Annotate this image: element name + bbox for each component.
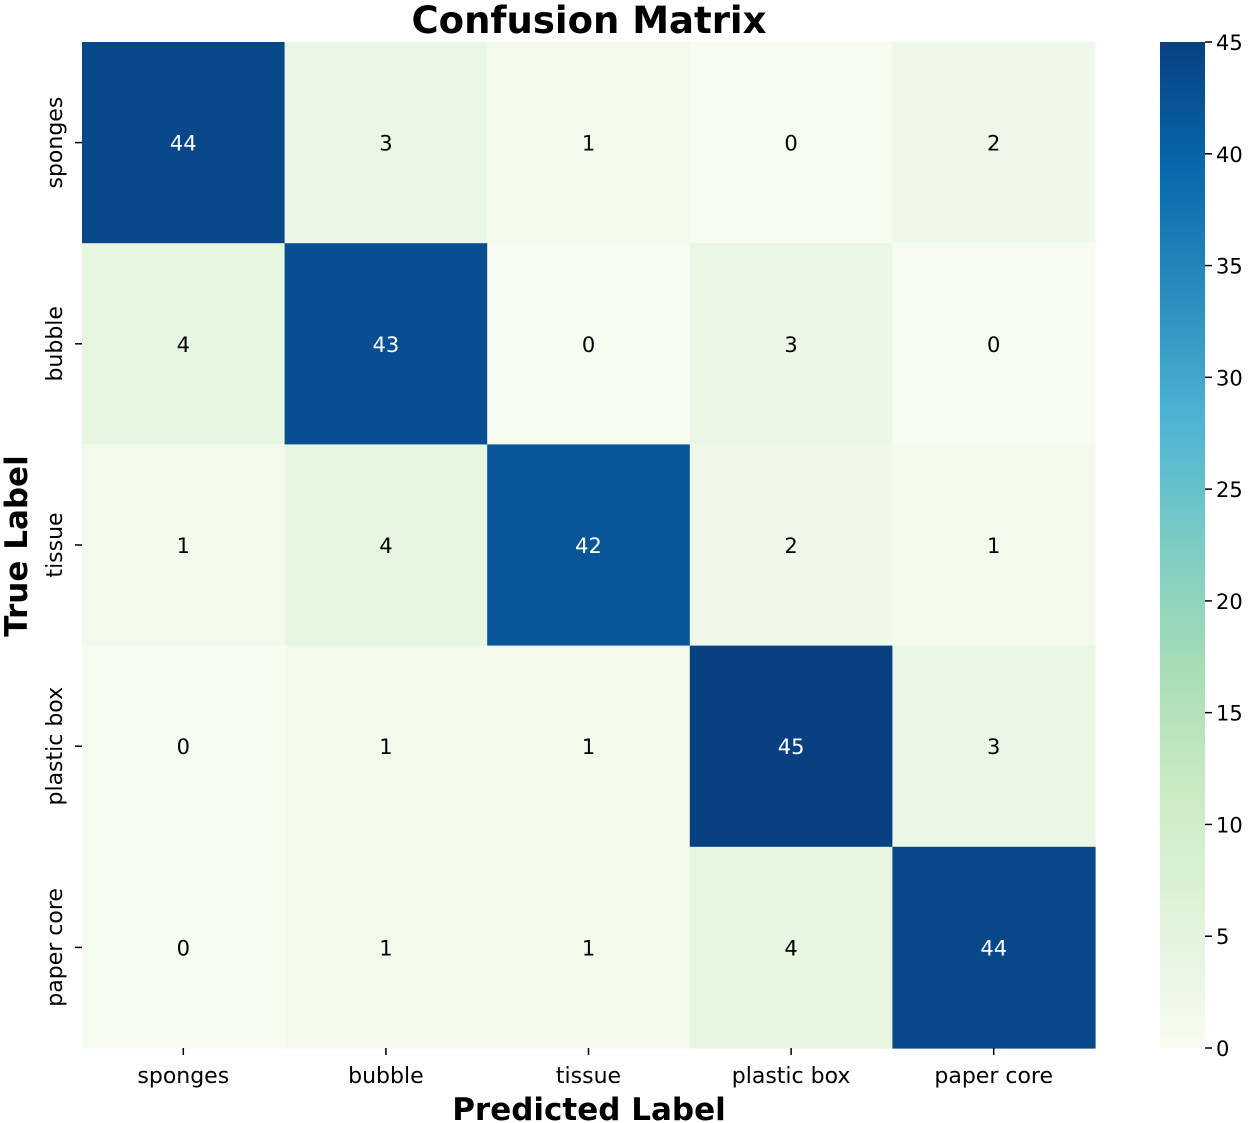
cell-value-label: 42: [575, 534, 602, 558]
heatmap-cell: [487, 444, 691, 647]
y-tick-label: paper core: [43, 888, 68, 1007]
heatmap-cell: [689, 846, 893, 1049]
heatmap-cell: [82, 645, 286, 848]
cell-value-label: 4: [177, 333, 190, 357]
y-axis-ticks: sponges bubble tissue plastic box paper core: [43, 97, 82, 1007]
x-tick-label: sponges: [137, 1064, 229, 1089]
x-tick-label: plastic box: [732, 1064, 851, 1089]
cell-value-label: 45: [778, 735, 805, 759]
colorbar-tick-label: 5: [1216, 925, 1229, 949]
heatmap-cell: [82, 846, 286, 1049]
heatmap-cell: [487, 645, 691, 848]
cell-value-label: 0: [582, 333, 595, 357]
heatmap-cell: [892, 42, 1096, 244]
cell-value-label: 1: [379, 936, 392, 960]
chart-title: Confusion Matrix: [412, 0, 767, 42]
heatmap-cell: [82, 243, 286, 445]
heatmap-cell-labels: 44 3 1 0 24 43 0 3 01 4 42 2 10 1 1 45 30 1 1 4 44: [170, 132, 1007, 961]
y-tick-label: plastic box: [43, 687, 68, 806]
heatmap-cell: [284, 243, 488, 445]
heatmap-cell: [487, 243, 691, 445]
cell-value-label: 44: [980, 936, 1007, 960]
cell-value-label: 0: [784, 132, 797, 156]
cell-value-label: 1: [582, 735, 595, 759]
heatmap-cells: [82, 42, 1096, 1049]
colorbar-tick-label: 30: [1216, 366, 1243, 390]
x-axis-ticks: sponges bubble tissue plastic box paper core: [137, 1048, 1053, 1089]
heatmap-cell: [82, 42, 286, 244]
colorbar: [1160, 42, 1205, 1048]
colorbar-ticks: 0 5 10 15 20 25 30 35 40 45: [1205, 31, 1243, 1061]
heatmap-cell: [284, 42, 488, 244]
y-tick-label: bubble: [43, 306, 68, 382]
colorbar-tick-label: 10: [1216, 813, 1243, 837]
cell-value-label: 1: [987, 534, 1000, 558]
colorbar-tick-label: 0: [1216, 1037, 1229, 1061]
cell-value-label: 4: [784, 936, 797, 960]
heatmap-cell: [284, 846, 488, 1049]
colorbar-tick-label: 25: [1216, 478, 1243, 502]
colorbar-tick-label: 45: [1216, 31, 1243, 55]
heatmap-cell: [689, 645, 893, 848]
cell-value-label: 0: [987, 333, 1000, 357]
cell-value-label: 3: [784, 333, 797, 357]
x-tick-label: paper core: [934, 1064, 1053, 1089]
cell-value-label: 3: [379, 132, 392, 156]
cell-value-label: 1: [582, 936, 595, 960]
cell-value-label: 0: [177, 735, 190, 759]
heatmap-cell: [892, 846, 1096, 1049]
colorbar-tick-label: 35: [1216, 255, 1243, 279]
cell-value-label: 1: [379, 735, 392, 759]
colorbar-tick-label: 20: [1216, 590, 1243, 614]
y-tick-label: tissue: [43, 512, 68, 577]
heatmap-cell: [892, 645, 1096, 848]
colorbar-tick-label: 40: [1216, 143, 1243, 167]
x-axis-title: Predicted Label: [452, 1092, 726, 1123]
heatmap-cell: [487, 846, 691, 1049]
heatmap-cell: [284, 444, 488, 647]
cell-value-label: 3: [987, 735, 1000, 759]
heatmap-cell: [284, 645, 488, 848]
heatmap-cell: [82, 444, 286, 647]
colorbar-tick-label: 15: [1216, 702, 1243, 726]
cell-value-label: 1: [582, 132, 595, 156]
heatmap-cell: [892, 243, 1096, 445]
heatmap-cell: [689, 42, 893, 244]
cell-value-label: 0: [177, 936, 190, 960]
cell-value-label: 44: [170, 132, 197, 156]
heatmap-cell: [689, 444, 893, 647]
heatmap-cell: [487, 42, 691, 244]
cell-value-label: 43: [373, 333, 400, 357]
heatmap-cell: [892, 444, 1096, 647]
cell-value-label: 4: [379, 534, 392, 558]
y-tick-label: sponges: [43, 97, 68, 189]
cell-value-label: 2: [987, 132, 1000, 156]
y-axis-title: True Label: [0, 455, 35, 636]
x-tick-label: tissue: [556, 1064, 621, 1089]
cell-value-label: 2: [784, 534, 797, 558]
heatmap-cell: [689, 243, 893, 445]
cell-value-label: 1: [177, 534, 190, 558]
x-tick-label: bubble: [348, 1064, 424, 1089]
